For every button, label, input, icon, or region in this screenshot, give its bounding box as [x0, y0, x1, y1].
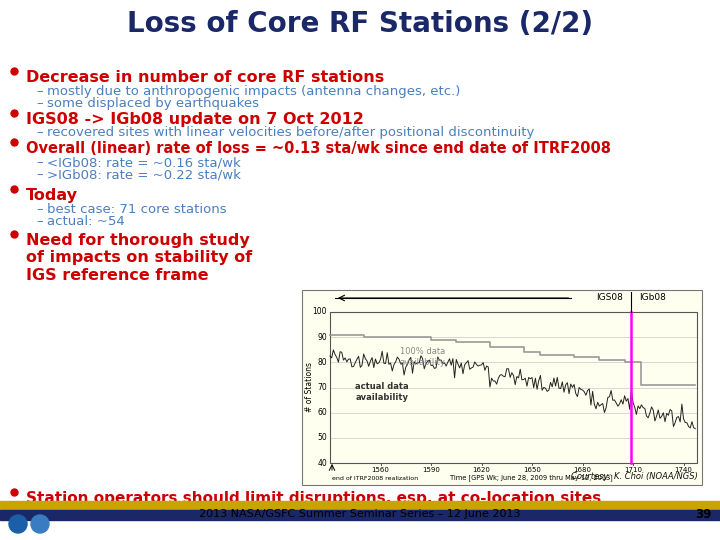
Text: IGb08: IGb08 [639, 294, 666, 302]
Text: 60: 60 [318, 408, 327, 417]
Text: –: – [36, 156, 42, 169]
Text: 80: 80 [318, 358, 327, 367]
Text: 100: 100 [312, 307, 327, 316]
Text: Courtesy: K. Choi (NOAA/NGS): Courtesy: K. Choi (NOAA/NGS) [571, 472, 698, 481]
Text: Today: Today [26, 188, 78, 203]
Text: IGS08 -> IGb08 update on 7 Oct 2012: IGS08 -> IGb08 update on 7 Oct 2012 [26, 112, 364, 127]
Bar [302, 290, 702, 485]
Text: Overall (linear) rate of loss = ~0.13 sta/wk since end date of ITRF2008: Overall (linear) rate of loss = ~0.13 st… [26, 141, 611, 156]
Text: –: – [36, 168, 42, 181]
Text: 50: 50 [318, 433, 327, 442]
Text: 1560: 1560 [372, 467, 390, 473]
Text: end of ITRF2008 realization: end of ITRF2008 realization [332, 476, 418, 481]
Text: actual: ~54: actual: ~54 [47, 215, 125, 228]
Text: 1710: 1710 [624, 467, 642, 473]
Text: Loss of Core RF Stations (2/2): Loss of Core RF Stations (2/2) [127, 10, 593, 38]
Text: Time [GPS Wk; June 28, 2009 thru May 12, 2013]: Time [GPS Wk; June 28, 2009 thru May 12,… [451, 474, 613, 481]
Text: Station operators should limit disruptions, esp. at co-location sites: Station operators should limit disruptio… [26, 491, 601, 506]
Text: IGS08: IGS08 [596, 294, 624, 302]
Circle shape [9, 515, 27, 533]
Text: –: – [36, 97, 42, 110]
Text: 90: 90 [318, 333, 327, 342]
Text: some displaced by earthquakes: some displaced by earthquakes [47, 97, 259, 110]
Bar [0, 510, 720, 520]
Text: 1650: 1650 [523, 467, 541, 473]
Text: recovered sites with linear velocities before/after positional discontinuity: recovered sites with linear velocities b… [47, 126, 534, 139]
Text: mostly due to anthropogenic impacts (antenna changes, etc.): mostly due to anthropogenic impacts (ant… [47, 85, 460, 98]
Text: 40: 40 [318, 458, 327, 468]
Text: <IGb08: rate = ~0.16 sta/wk: <IGb08: rate = ~0.16 sta/wk [47, 156, 240, 169]
Text: –: – [36, 203, 42, 216]
Bar [330, 312, 697, 463]
Text: 2013 NASA/GSFC Summer Seminar Series – 12 June 2013: 2013 NASA/GSFC Summer Seminar Series – 1… [199, 509, 521, 519]
Text: –: – [36, 126, 42, 139]
Text: >IGb08: rate = ~0.22 sta/wk: >IGb08: rate = ~0.22 sta/wk [47, 168, 241, 181]
Text: 1740: 1740 [675, 467, 693, 473]
Text: # of Stations: # of Stations [305, 362, 315, 413]
Text: –: – [36, 85, 42, 98]
Text: 100% data
availability: 100% data availability [400, 347, 446, 367]
Text: actual data
availability: actual data availability [355, 382, 409, 402]
Text: 1680: 1680 [574, 467, 592, 473]
Text: 1620: 1620 [472, 467, 490, 473]
Text: 1590: 1590 [422, 467, 440, 473]
Text: 39: 39 [695, 508, 711, 521]
Bar [0, 501, 720, 510]
Circle shape [31, 515, 49, 533]
Text: Decrease in number of core RF stations: Decrease in number of core RF stations [26, 70, 384, 85]
Text: best case: 71 core stations: best case: 71 core stations [47, 203, 227, 216]
Text: 70: 70 [318, 383, 327, 392]
Text: Need for thorough study
of impacts on stability of
IGS reference frame: Need for thorough study of impacts on st… [26, 233, 252, 283]
Text: –: – [36, 215, 42, 228]
